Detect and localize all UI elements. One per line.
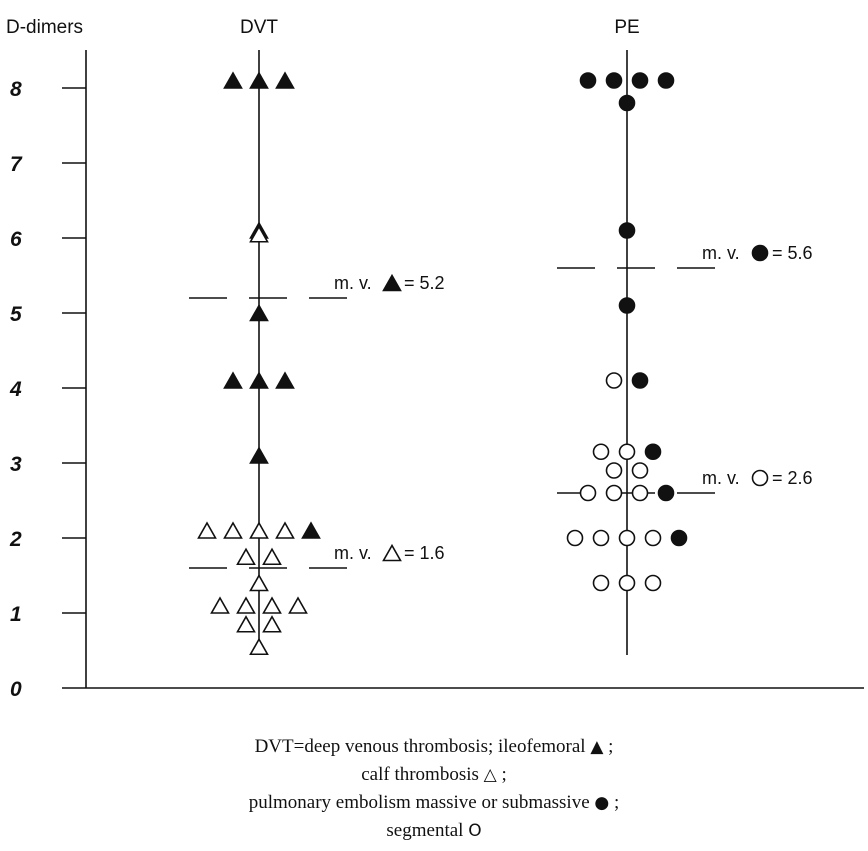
data-point-open-triangle bbox=[249, 225, 269, 243]
data-point-filled-triangle bbox=[275, 71, 295, 89]
data-point-open-triangle bbox=[223, 521, 243, 539]
caption-sep: ; bbox=[501, 764, 507, 785]
data-point-open-triangle bbox=[210, 596, 230, 614]
caption-line-1: DVT=deep venous thrombosis; ileofemoral … bbox=[0, 733, 868, 761]
data-point-open-circle bbox=[579, 484, 597, 502]
data-point-filled-triangle bbox=[249, 371, 269, 389]
open-triangle-icon: △ bbox=[483, 765, 497, 785]
data-point-filled-triangle bbox=[249, 71, 269, 89]
filled-triangle-icon: ▲ bbox=[590, 737, 604, 757]
y-tick-label: 3 bbox=[10, 453, 22, 476]
mean-value-label: m. v. bbox=[334, 273, 372, 293]
y-axis-label: D-dimers bbox=[6, 17, 83, 38]
mean-value-label: m. v. bbox=[702, 243, 740, 263]
caption-calf-text: calf thrombosis bbox=[361, 764, 479, 785]
mean-value-label: m. v. bbox=[702, 468, 740, 488]
mean-value-filled-circle-icon bbox=[751, 244, 769, 262]
data-point-filled-circle bbox=[657, 484, 675, 502]
y-tick-label: 8 bbox=[10, 78, 22, 101]
data-point-open-circle bbox=[618, 443, 636, 461]
data-point-filled-triangle bbox=[249, 303, 269, 322]
data-point-open-circle bbox=[592, 443, 610, 461]
data-point-open-circle bbox=[605, 484, 623, 502]
data-point-filled-triangle bbox=[223, 71, 243, 89]
open-circle-icon: O bbox=[468, 821, 482, 841]
data-point-filled-circle bbox=[631, 72, 649, 89]
data-point-filled-circle bbox=[579, 72, 597, 89]
data-point-open-circle bbox=[605, 372, 623, 389]
caption-dvt-text: DVT=deep venous thrombosis; ileofemoral bbox=[254, 736, 586, 757]
data-point-open-circle bbox=[566, 529, 584, 547]
data-point-open-triangle bbox=[236, 615, 256, 633]
data-point-filled-circle bbox=[605, 72, 623, 89]
mean-value-number: = 2.6 bbox=[772, 468, 813, 488]
data-point-open-circle bbox=[618, 574, 636, 592]
data-point-open-triangle bbox=[236, 547, 256, 566]
data-point-open-circle bbox=[592, 529, 610, 547]
d-dimer-scatter-chart: D-dimers DVT PE 0 1 2 3 4 5 6 7 8 m. v. = 5.2 m. v… bbox=[6, 17, 864, 701]
y-tick-label: 7 bbox=[10, 153, 23, 176]
data-point-open-circle bbox=[631, 462, 649, 479]
y-tick-label: 4 bbox=[9, 378, 22, 401]
caption-pe-text: pulmonary embolism massive or submassive bbox=[248, 792, 590, 813]
caption-line-4: segmental O bbox=[0, 817, 868, 845]
data-point-open-circle bbox=[644, 529, 662, 547]
data-point-filled-triangle bbox=[275, 371, 295, 389]
y-tick-label: 6 bbox=[10, 228, 22, 251]
caption-sep: ; bbox=[613, 792, 620, 813]
mean-value-open-circle-icon bbox=[751, 469, 769, 487]
mean-value-number: = 5.2 bbox=[404, 273, 445, 293]
data-point-filled-circle bbox=[631, 372, 649, 389]
mean-value-number: = 5.6 bbox=[772, 243, 813, 263]
y-tick-label: 1 bbox=[10, 603, 22, 626]
data-point-open-circle bbox=[631, 484, 649, 502]
mean-value-label: m. v. bbox=[334, 543, 372, 563]
data-point-open-triangle bbox=[249, 573, 269, 592]
data-point-open-triangle bbox=[236, 596, 256, 614]
caption-segmental-text: segmental bbox=[386, 820, 464, 841]
data-point-open-triangle bbox=[249, 637, 269, 656]
data-point-filled-circle bbox=[670, 529, 688, 547]
y-tick-label: 2 bbox=[9, 528, 22, 551]
data-point-open-circle bbox=[618, 529, 636, 547]
mean-value-number: = 1.6 bbox=[404, 543, 445, 563]
y-tick-label: 5 bbox=[10, 303, 22, 326]
figure-caption: DVT=deep venous thrombosis; ileofemoral … bbox=[0, 733, 868, 845]
data-point-open-triangle bbox=[262, 596, 282, 614]
caption-sep: ; bbox=[608, 736, 614, 757]
dvt-column-label: DVT bbox=[240, 17, 278, 38]
data-point-open-triangle bbox=[262, 547, 282, 566]
data-point-open-circle bbox=[644, 574, 662, 592]
data-point-open-triangle bbox=[197, 521, 217, 539]
data-point-open-circle bbox=[605, 462, 623, 479]
mean-value-open-triangle-icon bbox=[382, 543, 402, 562]
data-point-filled-circle bbox=[618, 297, 636, 314]
data-point-filled-triangle bbox=[301, 521, 321, 539]
filled-circle-icon: ● bbox=[594, 793, 610, 813]
data-point-open-triangle bbox=[275, 521, 295, 539]
data-point-open-circle bbox=[592, 574, 610, 592]
data-point-filled-circle bbox=[618, 222, 636, 239]
data-point-open-triangle bbox=[249, 521, 269, 539]
data-point-filled-circle bbox=[657, 72, 675, 89]
data-point-open-triangle bbox=[262, 615, 282, 633]
mean-value-filled-triangle-icon bbox=[382, 273, 402, 292]
pe-column-label: PE bbox=[614, 17, 639, 38]
data-point-filled-circle bbox=[618, 94, 636, 112]
y-tick-label: 0 bbox=[10, 678, 22, 701]
data-point-filled-triangle bbox=[249, 446, 269, 464]
data-point-filled-circle bbox=[644, 443, 662, 461]
data-point-open-triangle bbox=[288, 596, 308, 614]
caption-line-3: pulmonary embolism massive or submassive… bbox=[0, 789, 868, 817]
caption-line-2: calf thrombosis △ ; bbox=[0, 761, 868, 789]
data-point-filled-triangle bbox=[223, 371, 243, 389]
